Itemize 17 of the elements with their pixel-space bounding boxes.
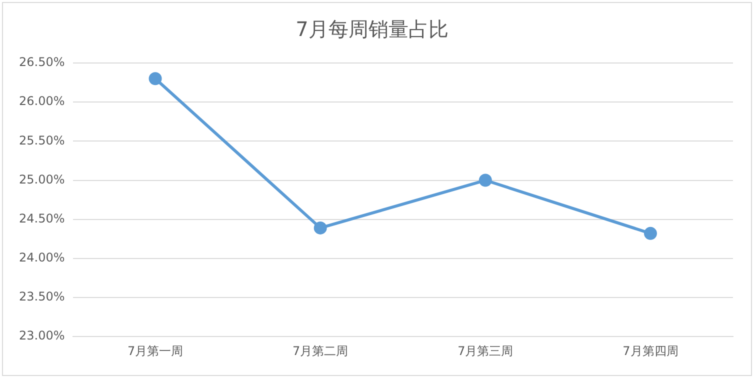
y-tick-label: 23.00% [18,328,65,343]
x-tick-label: 7月第一周 [127,344,184,358]
x-tick-label: 7月第二周 [292,344,348,358]
y-tick-label: 23.50% [18,290,65,304]
chart-title: 7月每周销量占比 [296,17,448,42]
point [478,174,492,187]
point [148,72,162,86]
point [314,221,327,234]
x-tick-label: 7月第三周 [458,344,514,358]
y-tick-label: 26.00% [18,94,65,108]
point [644,226,657,240]
y-tick-label: 26.50% [18,55,65,70]
y-tick-label: 25.00% [18,172,65,186]
x-tick-label: 7月第四周 [622,344,678,358]
y-tick-label: 24.00% [18,250,65,265]
y-tick-label: 24.50% [18,211,65,226]
y-tick-label: 25.50% [18,133,65,148]
